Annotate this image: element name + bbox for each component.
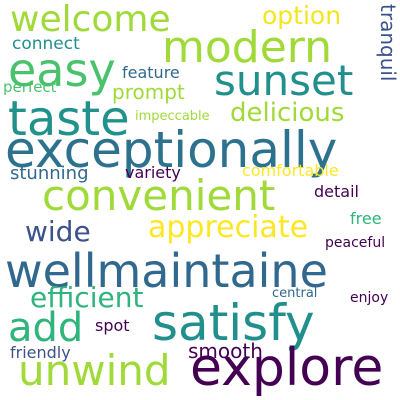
word-add: add: [8, 305, 84, 351]
word-central: central: [272, 286, 318, 301]
word-spot: spot: [95, 316, 130, 335]
word-variety: variety: [125, 163, 181, 182]
word-delicious: delicious: [230, 98, 345, 128]
word-easy: easy: [8, 43, 116, 97]
word-efficient: efficient: [30, 281, 144, 314]
word-smooth: smooth: [188, 339, 263, 363]
word-connect: connect: [12, 34, 80, 54]
word-detail: detail: [314, 182, 359, 201]
word-friendly: friendly: [10, 343, 71, 362]
word-tranquil: tranquil: [376, 4, 400, 82]
word-exceptionally: exceptionally: [5, 121, 338, 179]
word-convenient: convenient: [42, 171, 276, 220]
word-feature: feature: [122, 63, 180, 82]
word-impeccable: impeccable: [135, 109, 210, 124]
word-satisfy: satisfy: [152, 294, 315, 352]
word-prompt: prompt: [112, 80, 185, 104]
word-perfect: perfect: [3, 78, 57, 96]
word-peaceful: peaceful: [325, 235, 386, 251]
word-welcome: welcome: [10, 0, 171, 40]
word-wellmaintaine: wellmaintaine: [5, 244, 328, 298]
word-sunset: sunset: [214, 56, 354, 105]
word-explore: explore: [190, 338, 384, 398]
word-comfortable: comfortable: [242, 161, 339, 180]
word-option: option: [262, 1, 342, 30]
word-appreciate: appreciate: [148, 210, 309, 245]
word-taste: taste: [8, 91, 130, 147]
word-unwind: unwind: [18, 346, 171, 395]
word-free: free: [350, 209, 382, 228]
word-modern: modern: [162, 22, 332, 73]
word-enjoy: enjoy: [350, 290, 389, 306]
word-wide: wide: [25, 215, 91, 248]
word-stunning: stunning: [10, 163, 89, 184]
